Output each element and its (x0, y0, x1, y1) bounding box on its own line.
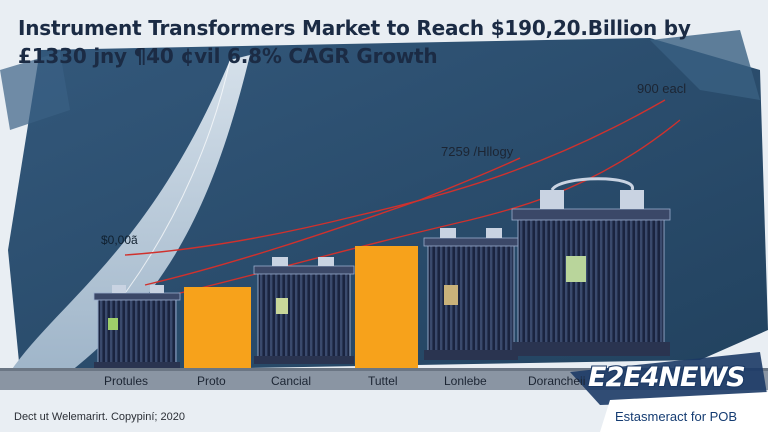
category-label-5: Lonlebe (444, 374, 487, 388)
headline-line-1: Instrument Transformers Market to Reach … (18, 16, 691, 40)
trend-lines (124, 99, 681, 301)
annotation-left: $0,00ã (101, 233, 138, 247)
category-label-2: Proto (197, 374, 226, 388)
transformer-2 (253, 257, 355, 364)
logo-backing (570, 352, 768, 405)
copyright-text: Dect ut Welemarirt. Copypiní; 2020 (14, 411, 185, 423)
category-label-6: Dorancheii (528, 374, 586, 388)
headline: Instrument Transformers Market to Reach … (18, 14, 758, 70)
brand-tagline: Estasmeract for POB (615, 409, 738, 424)
category-label-4: Tuttel (368, 374, 398, 388)
annotation-middle: 7259 /Hllogy (441, 144, 514, 159)
transformer-3 (423, 228, 519, 360)
headline-line-2: £1330 jny ¶40 ¢vil 6.8% CAGR Growth (18, 44, 438, 68)
category-label-3: Cancial (271, 374, 312, 388)
category-label-1: Protules (104, 374, 149, 388)
brand-logo: E2E4NEWS (588, 362, 746, 393)
annotation-top-right: 900 eacl (637, 81, 687, 96)
bar-1 (184, 287, 251, 368)
transformer-1 (93, 285, 181, 368)
transformer-4 (511, 177, 671, 356)
bar-2 (355, 246, 418, 368)
